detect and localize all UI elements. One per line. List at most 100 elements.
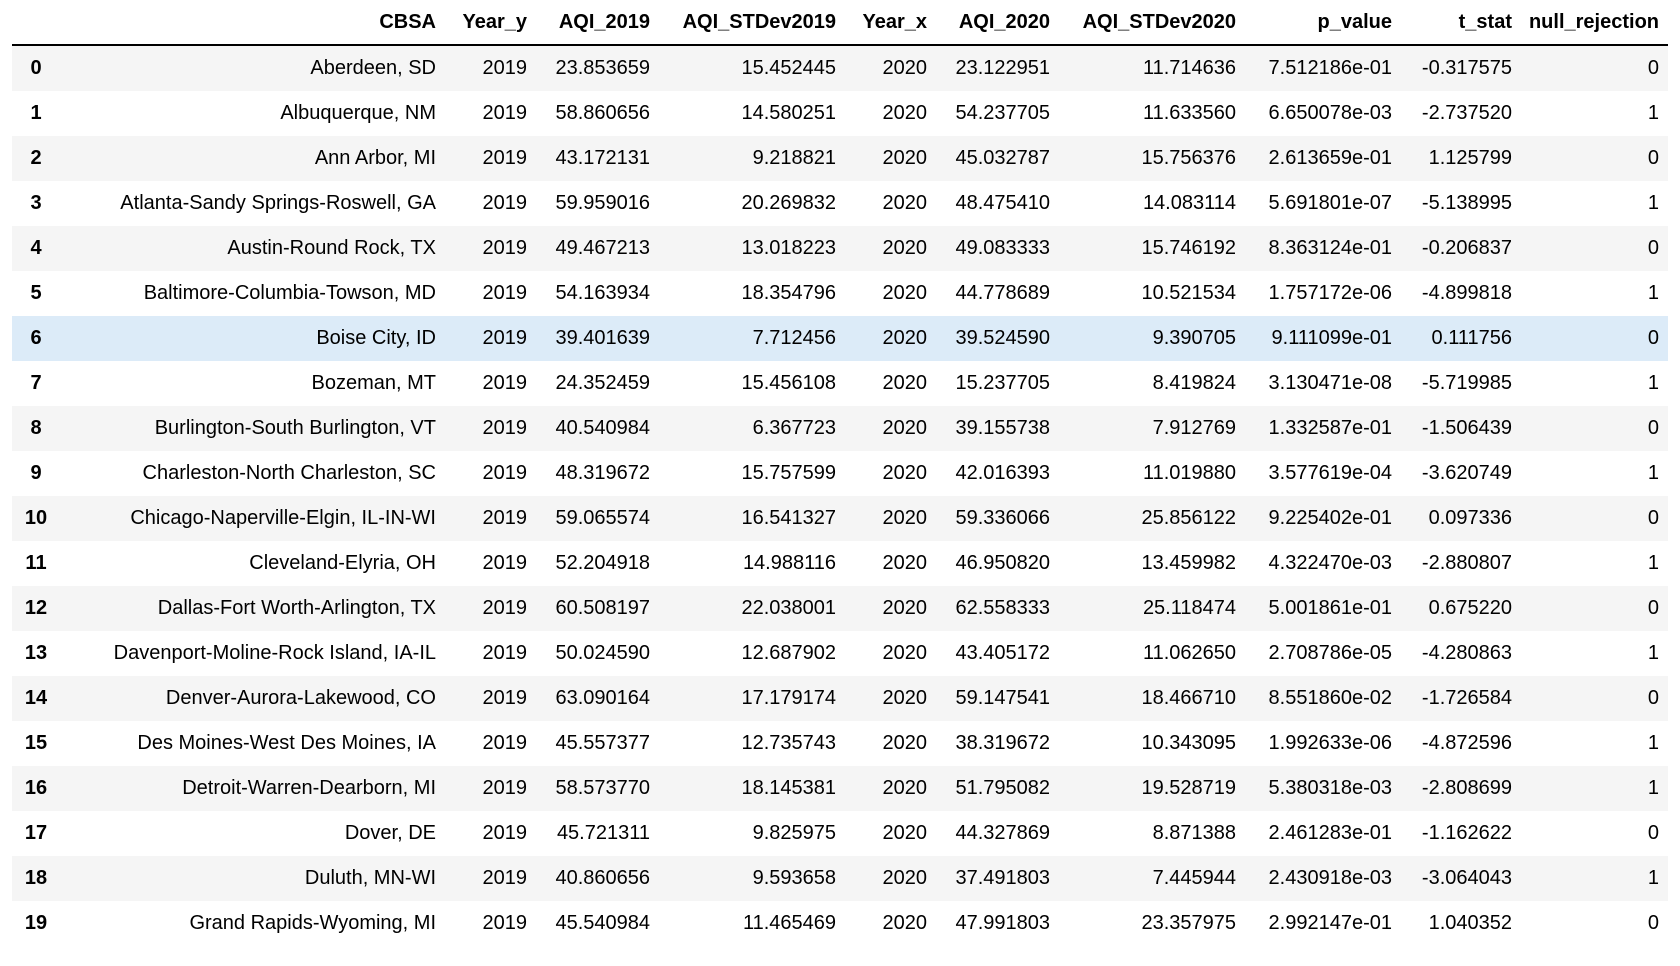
table-row: 2 Ann Arbor, MI 2019 43.172131 9.218821 2020 4… bbox=[12, 136, 1668, 181]
column-header-year-x: Year_x bbox=[845, 0, 936, 46]
table-row: 5 Baltimore-Columbia-Towson, MD 2019 54.163… bbox=[12, 271, 1668, 316]
cell-aqi-2019: 54.163934 bbox=[555, 282, 650, 304]
cell-p-value: 2.461283e-01 bbox=[1268, 822, 1392, 844]
row-index: 18 bbox=[24, 867, 48, 889]
cell-null-rejection: 1 bbox=[1647, 192, 1659, 214]
cell-cbsa: Boise City, ID bbox=[316, 327, 436, 349]
cell-aqi-2019: 58.860656 bbox=[555, 102, 650, 124]
cell-aqi-2020: 46.950820 bbox=[955, 552, 1050, 574]
cell-year-x: 2020 bbox=[882, 102, 928, 124]
cell-year-x: 2020 bbox=[882, 912, 928, 934]
cell-aqi-2019: 45.540984 bbox=[555, 912, 650, 934]
cell-cbsa: Ann Arbor, MI bbox=[314, 147, 436, 169]
cell-aqi-stdev-2020: 7.912769 bbox=[1152, 417, 1236, 439]
cell-null-rejection: 1 bbox=[1647, 282, 1659, 304]
cell-cbsa: Des Moines-West Des Moines, IA bbox=[137, 732, 436, 754]
cell-t-stat: -0.317575 bbox=[1421, 57, 1512, 79]
cell-t-stat: 1.040352 bbox=[1428, 912, 1512, 934]
cell-aqi-2019: 45.557377 bbox=[555, 732, 650, 754]
cell-aqi-2019: 43.172131 bbox=[555, 147, 650, 169]
row-index: 15 bbox=[24, 732, 48, 754]
cell-null-rejection: 1 bbox=[1647, 867, 1659, 889]
column-header-aqi-2019: AQI_2019 bbox=[536, 0, 659, 46]
row-index: 9 bbox=[30, 462, 42, 484]
cell-aqi-stdev-2020: 11.633560 bbox=[1142, 102, 1236, 124]
cell-year-y: 2019 bbox=[482, 372, 528, 394]
cell-aqi-stdev-2020: 10.343095 bbox=[1141, 732, 1236, 754]
table-row: 17 Dover, DE 2019 45.721311 9.825975 2020 44.3… bbox=[12, 811, 1668, 856]
column-header-index bbox=[12, 0, 60, 46]
cell-cbsa: Austin-Round Rock, TX bbox=[227, 237, 436, 259]
cell-year-x: 2020 bbox=[882, 552, 928, 574]
cell-aqi-2020: 23.122951 bbox=[955, 57, 1050, 79]
cell-year-y: 2019 bbox=[482, 327, 528, 349]
cell-p-value: 5.691801e-07 bbox=[1268, 192, 1392, 214]
cell-p-value: 1.992633e-06 bbox=[1268, 732, 1392, 754]
cell-p-value: 3.130471e-08 bbox=[1268, 372, 1392, 394]
cell-cbsa: Baltimore-Columbia-Towson, MD bbox=[143, 282, 436, 304]
cell-year-x: 2020 bbox=[882, 822, 928, 844]
cell-cbsa: Bozeman, MT bbox=[311, 372, 436, 394]
cell-year-y: 2019 bbox=[482, 57, 528, 79]
cell-aqi-stdev-2020: 25.118474 bbox=[1142, 597, 1236, 619]
cell-aqi-2020: 44.778689 bbox=[955, 282, 1050, 304]
cell-aqi-stdev-2019: 22.038001 bbox=[741, 597, 836, 619]
cell-t-stat: -5.138995 bbox=[1421, 192, 1512, 214]
cell-cbsa: Denver-Aurora-Lakewood, CO bbox=[165, 687, 436, 709]
cell-cbsa: Dover, DE bbox=[344, 822, 436, 844]
cell-aqi-stdev-2020: 15.746192 bbox=[1141, 237, 1236, 259]
cell-p-value: 1.757172e-06 bbox=[1268, 282, 1392, 304]
row-index: 14 bbox=[24, 687, 48, 709]
row-index: 6 bbox=[30, 327, 42, 349]
cell-year-y: 2019 bbox=[482, 147, 528, 169]
cell-p-value: 2.708786e-05 bbox=[1268, 642, 1392, 664]
header-row: CBSA Year_y AQI_2019 AQI_STDev2019 Year_x AQI… bbox=[12, 0, 1668, 46]
cell-year-x: 2020 bbox=[882, 147, 928, 169]
cell-p-value: 2.992147e-01 bbox=[1268, 912, 1392, 934]
column-header-aqi-2020: AQI_2020 bbox=[936, 0, 1059, 46]
cell-year-x: 2020 bbox=[882, 372, 928, 394]
cell-aqi-stdev-2019: 15.452445 bbox=[741, 57, 836, 79]
cell-aqi-stdev-2020: 15.756376 bbox=[1141, 147, 1236, 169]
cell-t-stat: -2.737520 bbox=[1421, 102, 1512, 124]
cell-aqi-stdev-2020: 11.062650 bbox=[1142, 642, 1236, 664]
row-index: 7 bbox=[30, 372, 42, 394]
cell-year-x: 2020 bbox=[882, 732, 928, 754]
cell-t-stat: 0.097336 bbox=[1428, 507, 1512, 529]
cell-aqi-stdev-2019: 12.687902 bbox=[741, 642, 836, 664]
row-index: 3 bbox=[30, 192, 42, 214]
cell-cbsa: Charleston-North Charleston, SC bbox=[142, 462, 436, 484]
cell-aqi-2020: 48.475410 bbox=[955, 192, 1050, 214]
cell-cbsa: Aberdeen, SD bbox=[310, 57, 436, 79]
cell-p-value: 4.322470e-03 bbox=[1268, 552, 1392, 574]
cell-aqi-2019: 23.853659 bbox=[555, 57, 650, 79]
cell-p-value: 3.577619e-04 bbox=[1268, 462, 1392, 484]
cell-t-stat: 0.111756 bbox=[1431, 327, 1512, 349]
cell-aqi-stdev-2019: 18.145381 bbox=[741, 777, 836, 799]
cell-year-y: 2019 bbox=[482, 822, 528, 844]
cell-cbsa: Davenport-Moline-Rock Island, IA-IL bbox=[113, 642, 436, 664]
row-index: 11 bbox=[25, 552, 47, 574]
cell-aqi-2020: 45.032787 bbox=[955, 147, 1050, 169]
cell-null-rejection: 1 bbox=[1647, 372, 1659, 394]
cell-aqi-stdev-2019: 11.465469 bbox=[742, 912, 836, 934]
cell-aqi-stdev-2020: 10.521534 bbox=[1141, 282, 1236, 304]
cell-aqi-2020: 51.795082 bbox=[955, 777, 1050, 799]
cell-aqi-stdev-2019: 6.367723 bbox=[752, 417, 836, 439]
cell-year-y: 2019 bbox=[482, 507, 528, 529]
column-header-p-value: p_value bbox=[1245, 0, 1401, 46]
cell-aqi-stdev-2019: 9.593658 bbox=[752, 867, 836, 889]
table-row: 19 Grand Rapids-Wyoming, MI 2019 45.540984 1… bbox=[12, 901, 1668, 946]
cell-t-stat: -1.726584 bbox=[1421, 687, 1512, 709]
cell-year-x: 2020 bbox=[882, 507, 928, 529]
cell-t-stat: -2.880807 bbox=[1421, 552, 1512, 574]
cell-year-y: 2019 bbox=[482, 867, 528, 889]
column-header-aqi-stdev-2020: AQI_STDev2020 bbox=[1059, 0, 1245, 46]
row-index: 12 bbox=[24, 597, 48, 619]
cell-aqi-stdev-2020: 11.714636 bbox=[1142, 57, 1236, 79]
column-header-null-rejection: null_rejection bbox=[1521, 0, 1668, 46]
cell-aqi-2019: 40.860656 bbox=[555, 867, 650, 889]
table-row: 16 Detroit-Warren-Dearborn, MI 2019 58.5737… bbox=[12, 766, 1668, 811]
cell-aqi-stdev-2019: 13.018223 bbox=[741, 237, 836, 259]
row-index: 19 bbox=[24, 912, 48, 934]
